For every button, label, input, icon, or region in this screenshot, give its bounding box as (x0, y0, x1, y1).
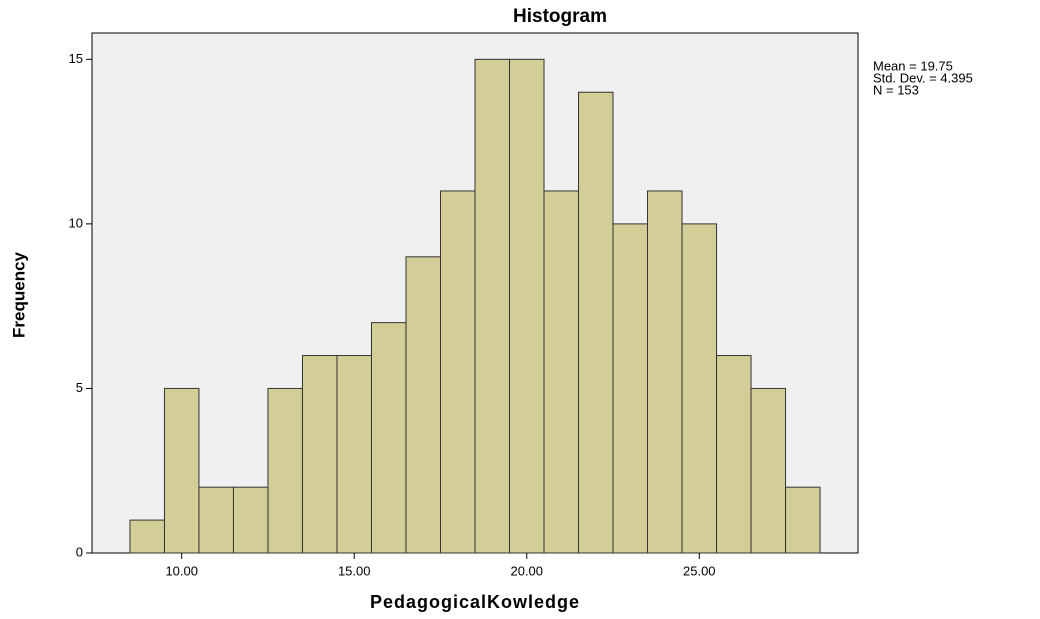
bar (509, 58, 545, 554)
annotation: N = 153 (873, 82, 919, 97)
bar (543, 190, 580, 554)
annotation: Std. Dev. = 4.395 (873, 70, 973, 85)
bar (681, 223, 718, 554)
x-tick-label: 15.00 (338, 563, 371, 578)
bar (129, 519, 165, 554)
bar (750, 387, 787, 554)
y-tick-label: 10 (69, 215, 83, 230)
bar (716, 355, 752, 554)
x-tick-label: 20.00 (510, 563, 543, 578)
bar (198, 486, 234, 554)
bar (439, 190, 476, 554)
bar (612, 223, 649, 554)
y-axis-label: Frequency (9, 251, 28, 338)
annotation: Mean = 19.75 (873, 58, 953, 73)
x-axis-label: PedagogicalKowledge (370, 592, 580, 612)
chart-title: Histogram (513, 6, 607, 27)
bar (370, 322, 407, 554)
bar (785, 486, 821, 554)
y-tick-label: 15 (69, 51, 83, 66)
x-tick-label: 10.00 (165, 563, 198, 578)
y-tick-label: 0 (76, 544, 83, 559)
bar (405, 256, 441, 554)
x-tick-label: 25.00 (683, 563, 716, 578)
bar (647, 190, 683, 554)
y-tick-label: 5 (76, 380, 83, 395)
bar (232, 486, 269, 554)
bar (163, 387, 200, 554)
bar (267, 387, 303, 554)
bar (336, 355, 372, 554)
bar (474, 58, 511, 554)
bar (301, 355, 338, 554)
bar (578, 91, 614, 554)
